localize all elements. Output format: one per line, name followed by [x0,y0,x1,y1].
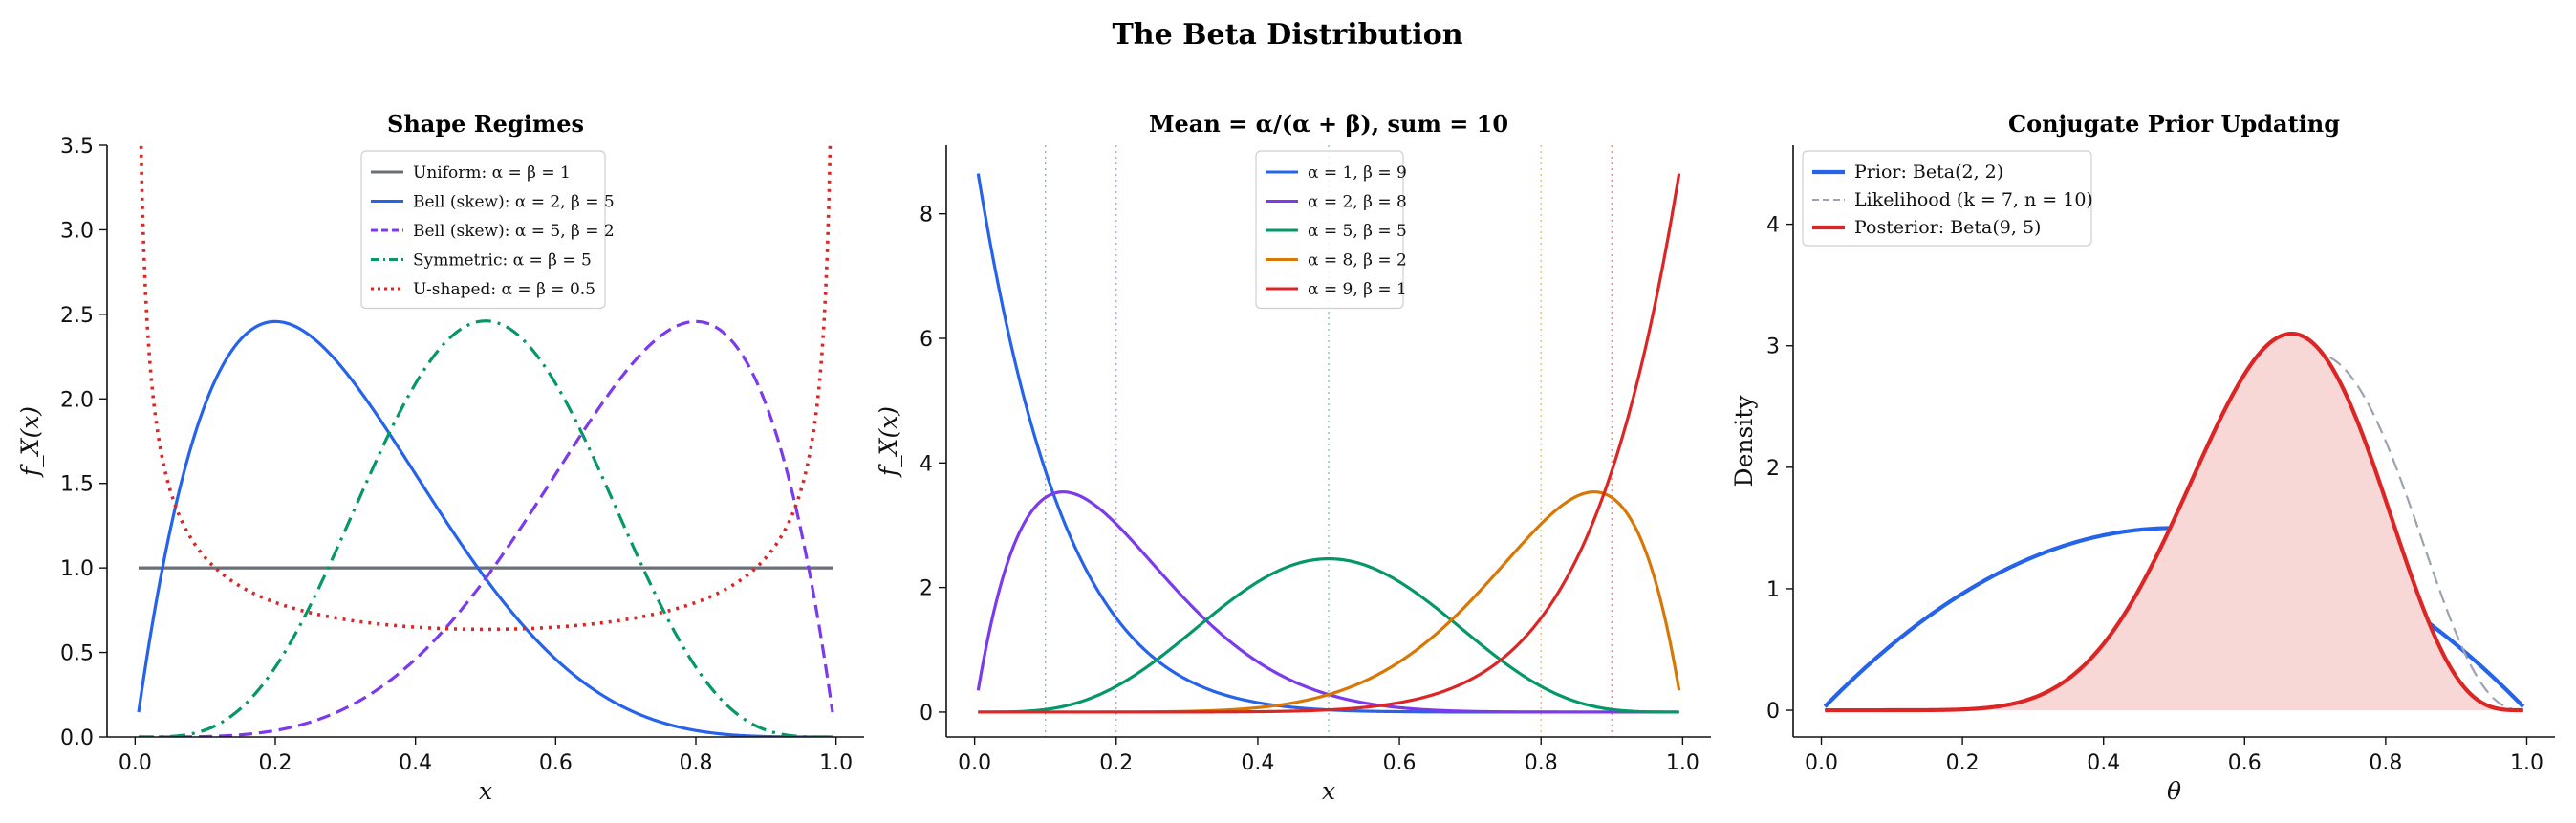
y-tick-label: 1.5 [60,473,94,497]
series-line-3 [1824,331,2524,713]
y-tick-label: 1.0 [60,557,94,581]
x-axis-label: x [1322,777,1335,805]
x-tick-label: 0.2 [1099,751,1133,775]
x-tick-label: 0.8 [680,751,713,775]
x-tick-label: 1.0 [2510,751,2544,775]
figure-title: The Beta Distribution [1112,18,1462,52]
x-tick-label: 0.2 [1946,751,1980,775]
y-tick-label: 3.5 [60,135,94,159]
x-tick-label: 0.0 [958,751,991,775]
panel-title: Shape Regimes [387,110,584,138]
x-axis-label: θ [2167,777,2181,805]
y-tick-label: 0 [1766,700,1780,724]
legend-label: Likelihood (k = 7, n = 10) [1854,189,2093,210]
x-tick-label: 0.6 [1383,751,1417,775]
x-tick-label: 0.6 [2228,751,2262,775]
series-line-3 [978,556,1679,714]
x-tick-label: 0.2 [259,751,292,775]
y-tick-label: 4 [1766,214,1780,238]
y-tick-label: 6 [920,328,933,352]
series-line-2 [1825,352,2523,712]
x-tick-label: 0.8 [1525,751,1558,775]
legend-label: α = 8, β = 2 [1308,251,1407,271]
series-line-5 [139,145,833,632]
y-axis-label: f_X(x) [16,406,44,478]
x-tick-label: 1.0 [819,751,853,775]
y-tick-label: 2.0 [60,388,94,412]
y-tick-label: 0 [920,702,933,726]
legend-label: Bell (skew): α = 2, β = 5 [413,193,615,212]
legend-label: α = 9, β = 1 [1308,280,1407,299]
y-tick-label: 2.5 [60,304,94,328]
legend: Prior: Beta(2, 2) Likelihood (k = 7, n = … [1802,150,2093,247]
x-tick-label: 0.4 [399,751,432,775]
panel-title: Mean = α/(α + β), sum = 10 [1149,110,1508,138]
legend: Uniform: α = β = 1 Bell (skew): α = 2, β … [360,150,615,310]
x-tick-label: 0.8 [2369,751,2402,775]
legend-label: α = 2, β = 8 [1308,193,1407,212]
legend-label: U-shaped: α = β = 0.5 [413,280,595,299]
x-tick-label: 0.4 [2087,751,2120,775]
legend-label: Symmetric: α = β = 5 [413,251,592,271]
legend-frame [360,150,606,310]
y-tick-label: 3.0 [60,219,94,243]
y-tick-label: 1 [1766,578,1780,602]
y-tick-label: 2 [920,577,933,601]
series-line-5 [978,173,1681,714]
legend-label: α = 1, β = 9 [1308,163,1407,183]
legend-label: Bell (skew): α = 5, β = 2 [413,222,615,241]
y-axis-label: Density [1730,395,1758,487]
x-axis-label: x [479,777,492,805]
panel-conjugate-prior: Conjugate Prior Updating 0.0 0.2 0.4 0.6 0.8 1… [1730,110,2555,805]
y-tick-label: 0.5 [60,642,94,666]
y-tick-label: 8 [920,204,933,227]
legend-frame [1255,150,1404,310]
x-tick-label: 0.0 [1805,751,1838,775]
series-line-4 [139,319,833,737]
legend-label: α = 5, β = 5 [1308,222,1407,241]
x-tick-label: 0.0 [119,751,152,775]
legend: α = 1, β = 9 α = 2, β = 8 α = 5, β = 5 α = … [1255,150,1407,310]
y-tick-label: 3 [1766,336,1780,359]
legend-label: Posterior: Beta(9, 5) [1854,217,2041,238]
legend-label: Uniform: α = β = 1 [413,163,571,183]
series-line-2 [137,319,833,737]
y-axis-label: f_X(x) [875,406,902,478]
x-tick-label: 0.4 [1241,751,1274,775]
panel-shape-regimes: Shape Regimes 0.0 0.2 0.4 0.6 0.8 1.0 0.0 0.5 1.0… [16,110,864,805]
x-tick-label: 0.6 [539,751,573,775]
panel-title: Conjugate Prior Updating [2008,110,2340,138]
legend-label: Prior: Beta(2, 2) [1854,162,2003,183]
series-line-3 [139,319,834,737]
panel-mean-sum: Mean = α/(α + β), sum = 10 0.0 0.2 0.4 0.6 0.… [875,110,1711,805]
legend-frame [1802,150,2092,247]
y-tick-label: 4 [920,452,933,476]
x-tick-label: 1.0 [1666,751,1699,775]
y-tick-label: 2 [1766,457,1780,481]
y-tick-label: 0.0 [60,726,94,750]
